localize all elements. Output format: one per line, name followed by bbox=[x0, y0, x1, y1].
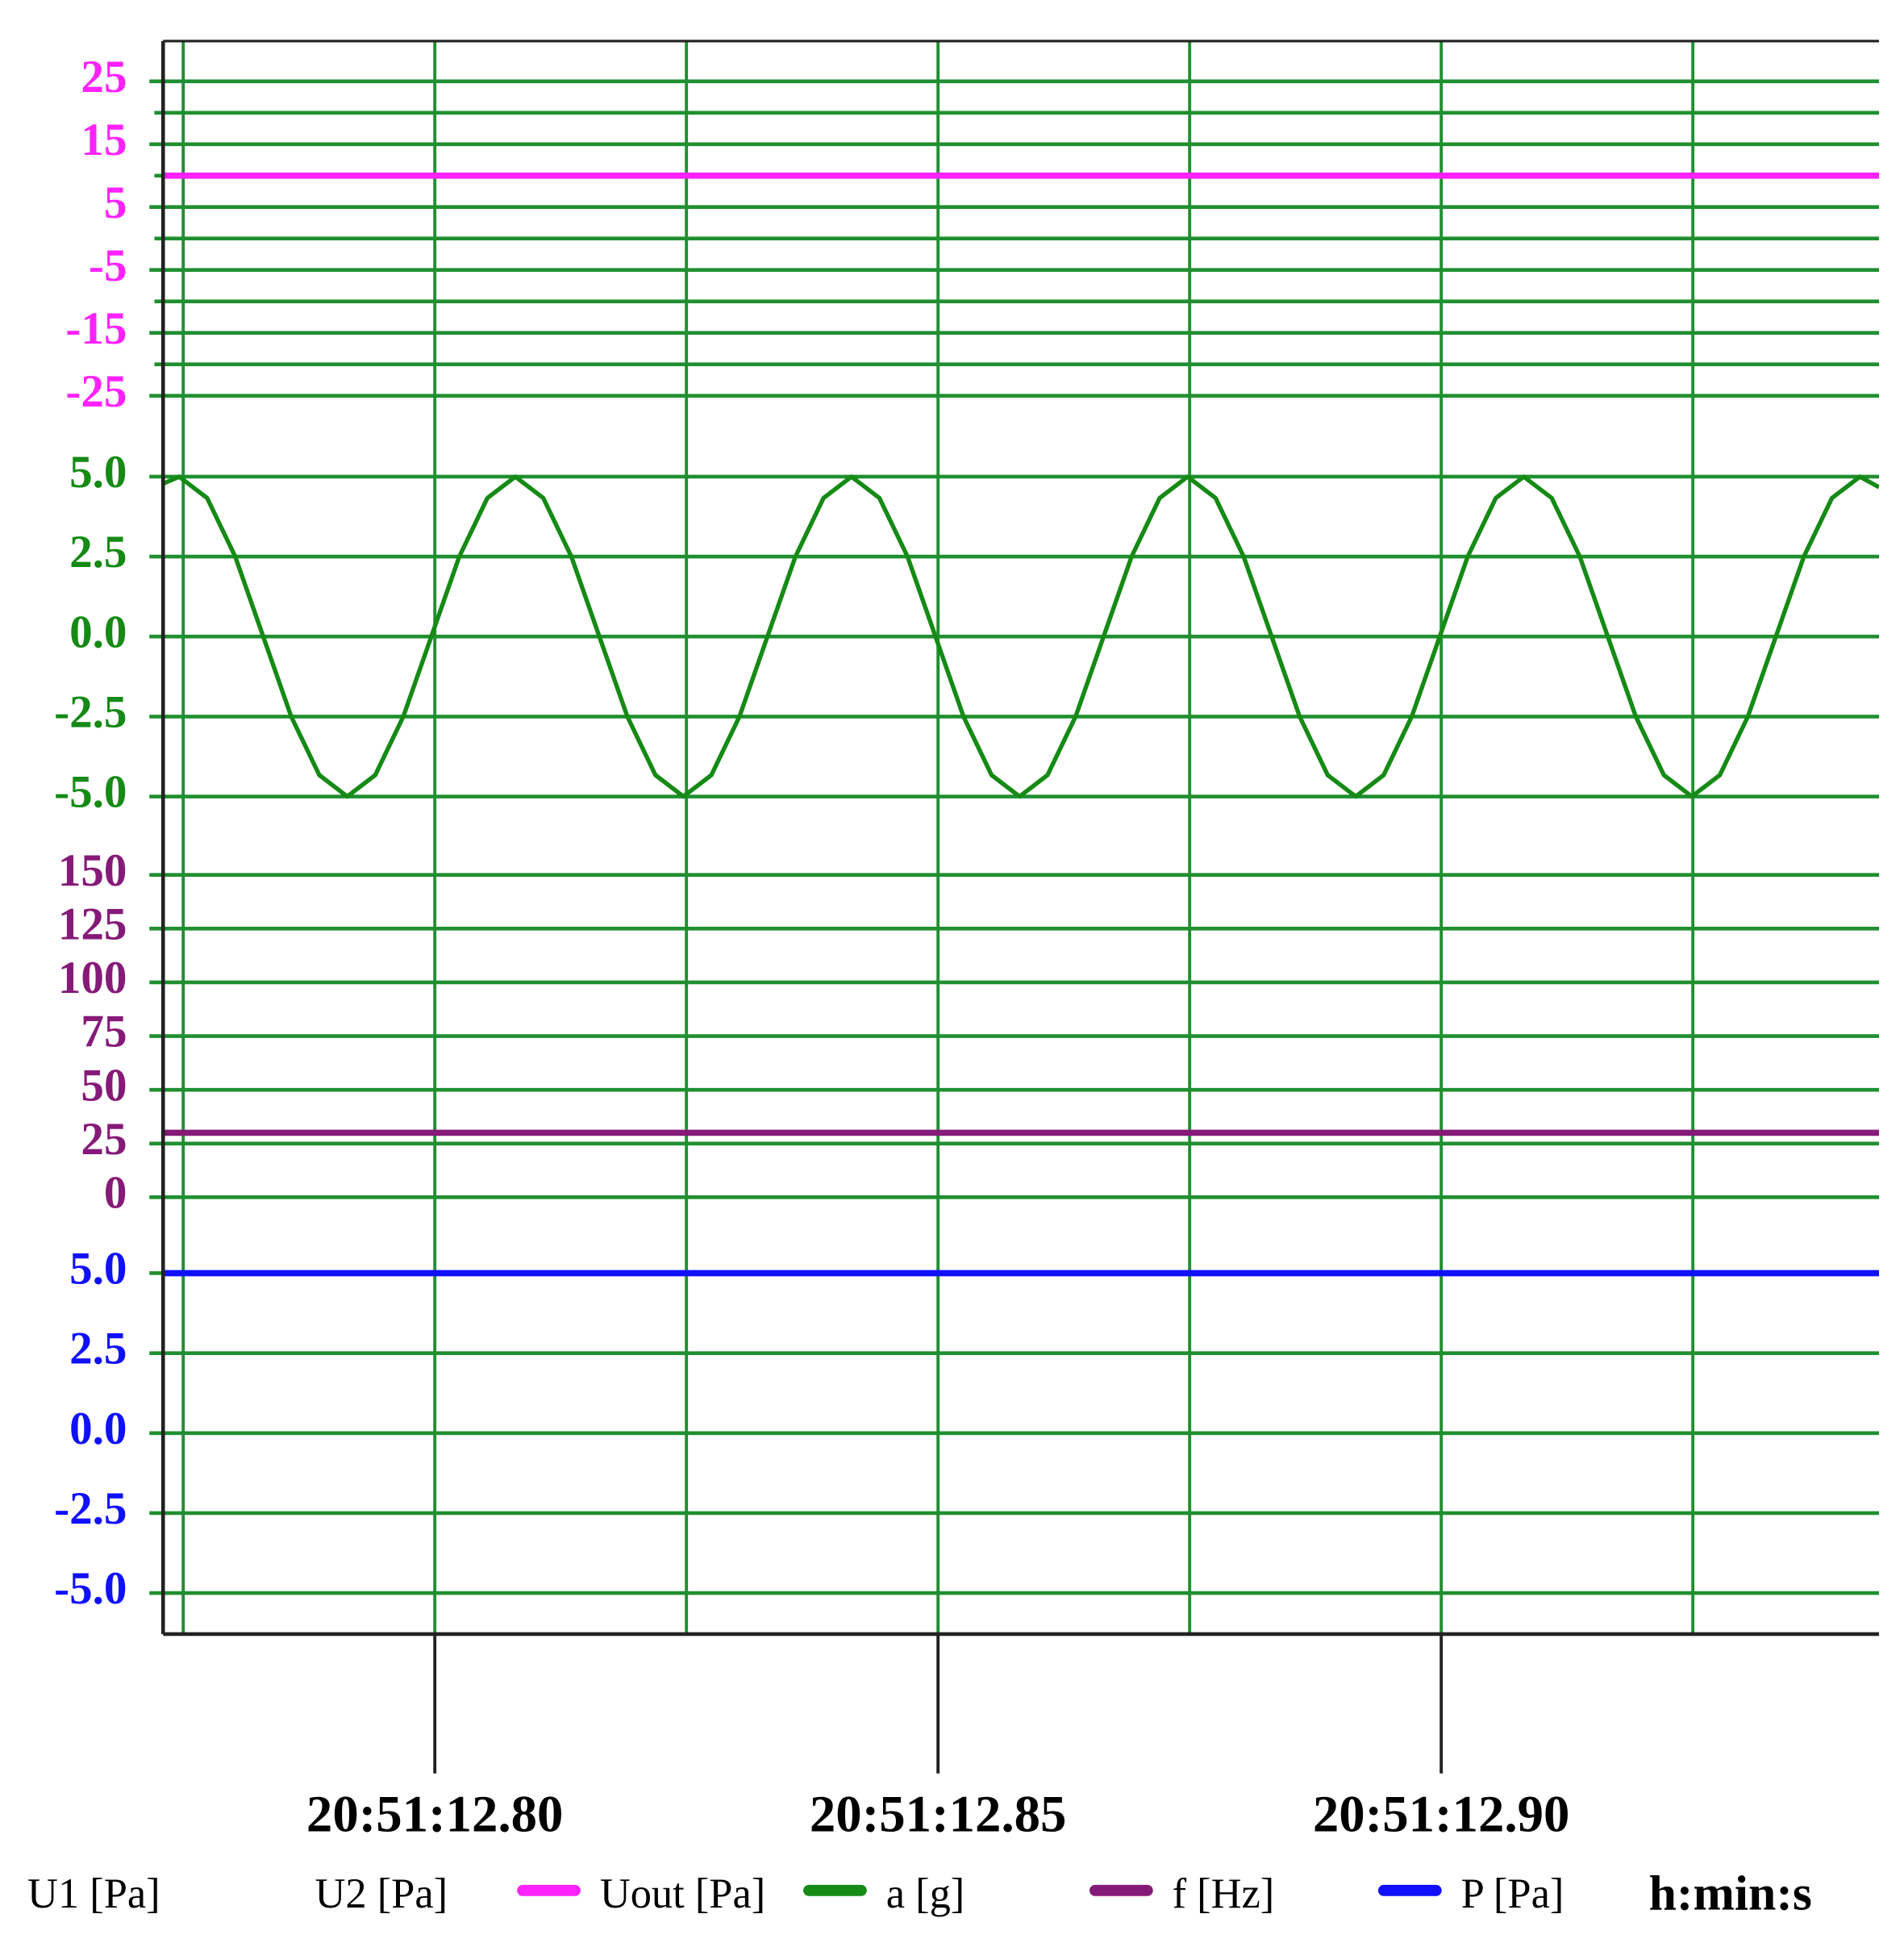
y-tick-label: 150 bbox=[58, 845, 127, 896]
x-tick-label: 20:51:12.85 bbox=[810, 1786, 1067, 1844]
plot-area bbox=[163, 172, 1880, 1277]
y-tick-label: -5.0 bbox=[54, 767, 127, 818]
x-tick-label: 20:51:12.80 bbox=[306, 1786, 564, 1844]
legend-label: U2 [Pa] bbox=[315, 1870, 448, 1917]
x-tick-label: 20:51:12.90 bbox=[1313, 1786, 1570, 1844]
series-line bbox=[163, 474, 1880, 799]
y-tick-label: 5 bbox=[104, 177, 127, 228]
y-tick-label: 25 bbox=[81, 1114, 127, 1165]
y-tick-label: 2.5 bbox=[69, 527, 127, 578]
y-tick-label: 25 bbox=[81, 52, 127, 102]
y-tick-label: -2.5 bbox=[54, 686, 127, 737]
y-tick-label: -2.5 bbox=[54, 1483, 127, 1534]
y-tick-label: -15 bbox=[65, 303, 127, 354]
legend-label: P [Pa] bbox=[1461, 1870, 1564, 1917]
y-tick-label: 15 bbox=[81, 115, 127, 165]
y-tick-label: 5.0 bbox=[69, 1244, 127, 1295]
x-axis-label: h:min:s bbox=[1649, 1866, 1812, 1920]
y-tick-label: 0.0 bbox=[69, 1403, 127, 1454]
y-tick-label: 50 bbox=[81, 1060, 127, 1111]
y-tick-label: 2.5 bbox=[69, 1324, 127, 1374]
y-tick-label: -5.0 bbox=[54, 1563, 127, 1614]
legend-label: f [Hz] bbox=[1173, 1870, 1275, 1917]
y-tick-label: -5 bbox=[89, 240, 127, 291]
labels: 25 15 5 -5 -15 -25 5.0 2.5 0.0 -2.5 -5.0 1501251007… bbox=[27, 52, 1569, 1917]
y-tick-label: -25 bbox=[65, 366, 127, 417]
y-tick-label: 0 bbox=[104, 1167, 127, 1218]
legend-label: a [g] bbox=[886, 1870, 965, 1917]
y-tick-label: 75 bbox=[81, 1007, 127, 1057]
y-tick-label: 0.0 bbox=[69, 607, 127, 657]
y-tick-label: 125 bbox=[58, 899, 127, 949]
legend-label: Uout [Pa] bbox=[600, 1870, 765, 1917]
legend-label: U1 [Pa] bbox=[27, 1870, 160, 1917]
y-tick-label: 5.0 bbox=[69, 447, 127, 498]
grid bbox=[149, 40, 1880, 1634]
y-tick-label: 100 bbox=[58, 953, 127, 1003]
